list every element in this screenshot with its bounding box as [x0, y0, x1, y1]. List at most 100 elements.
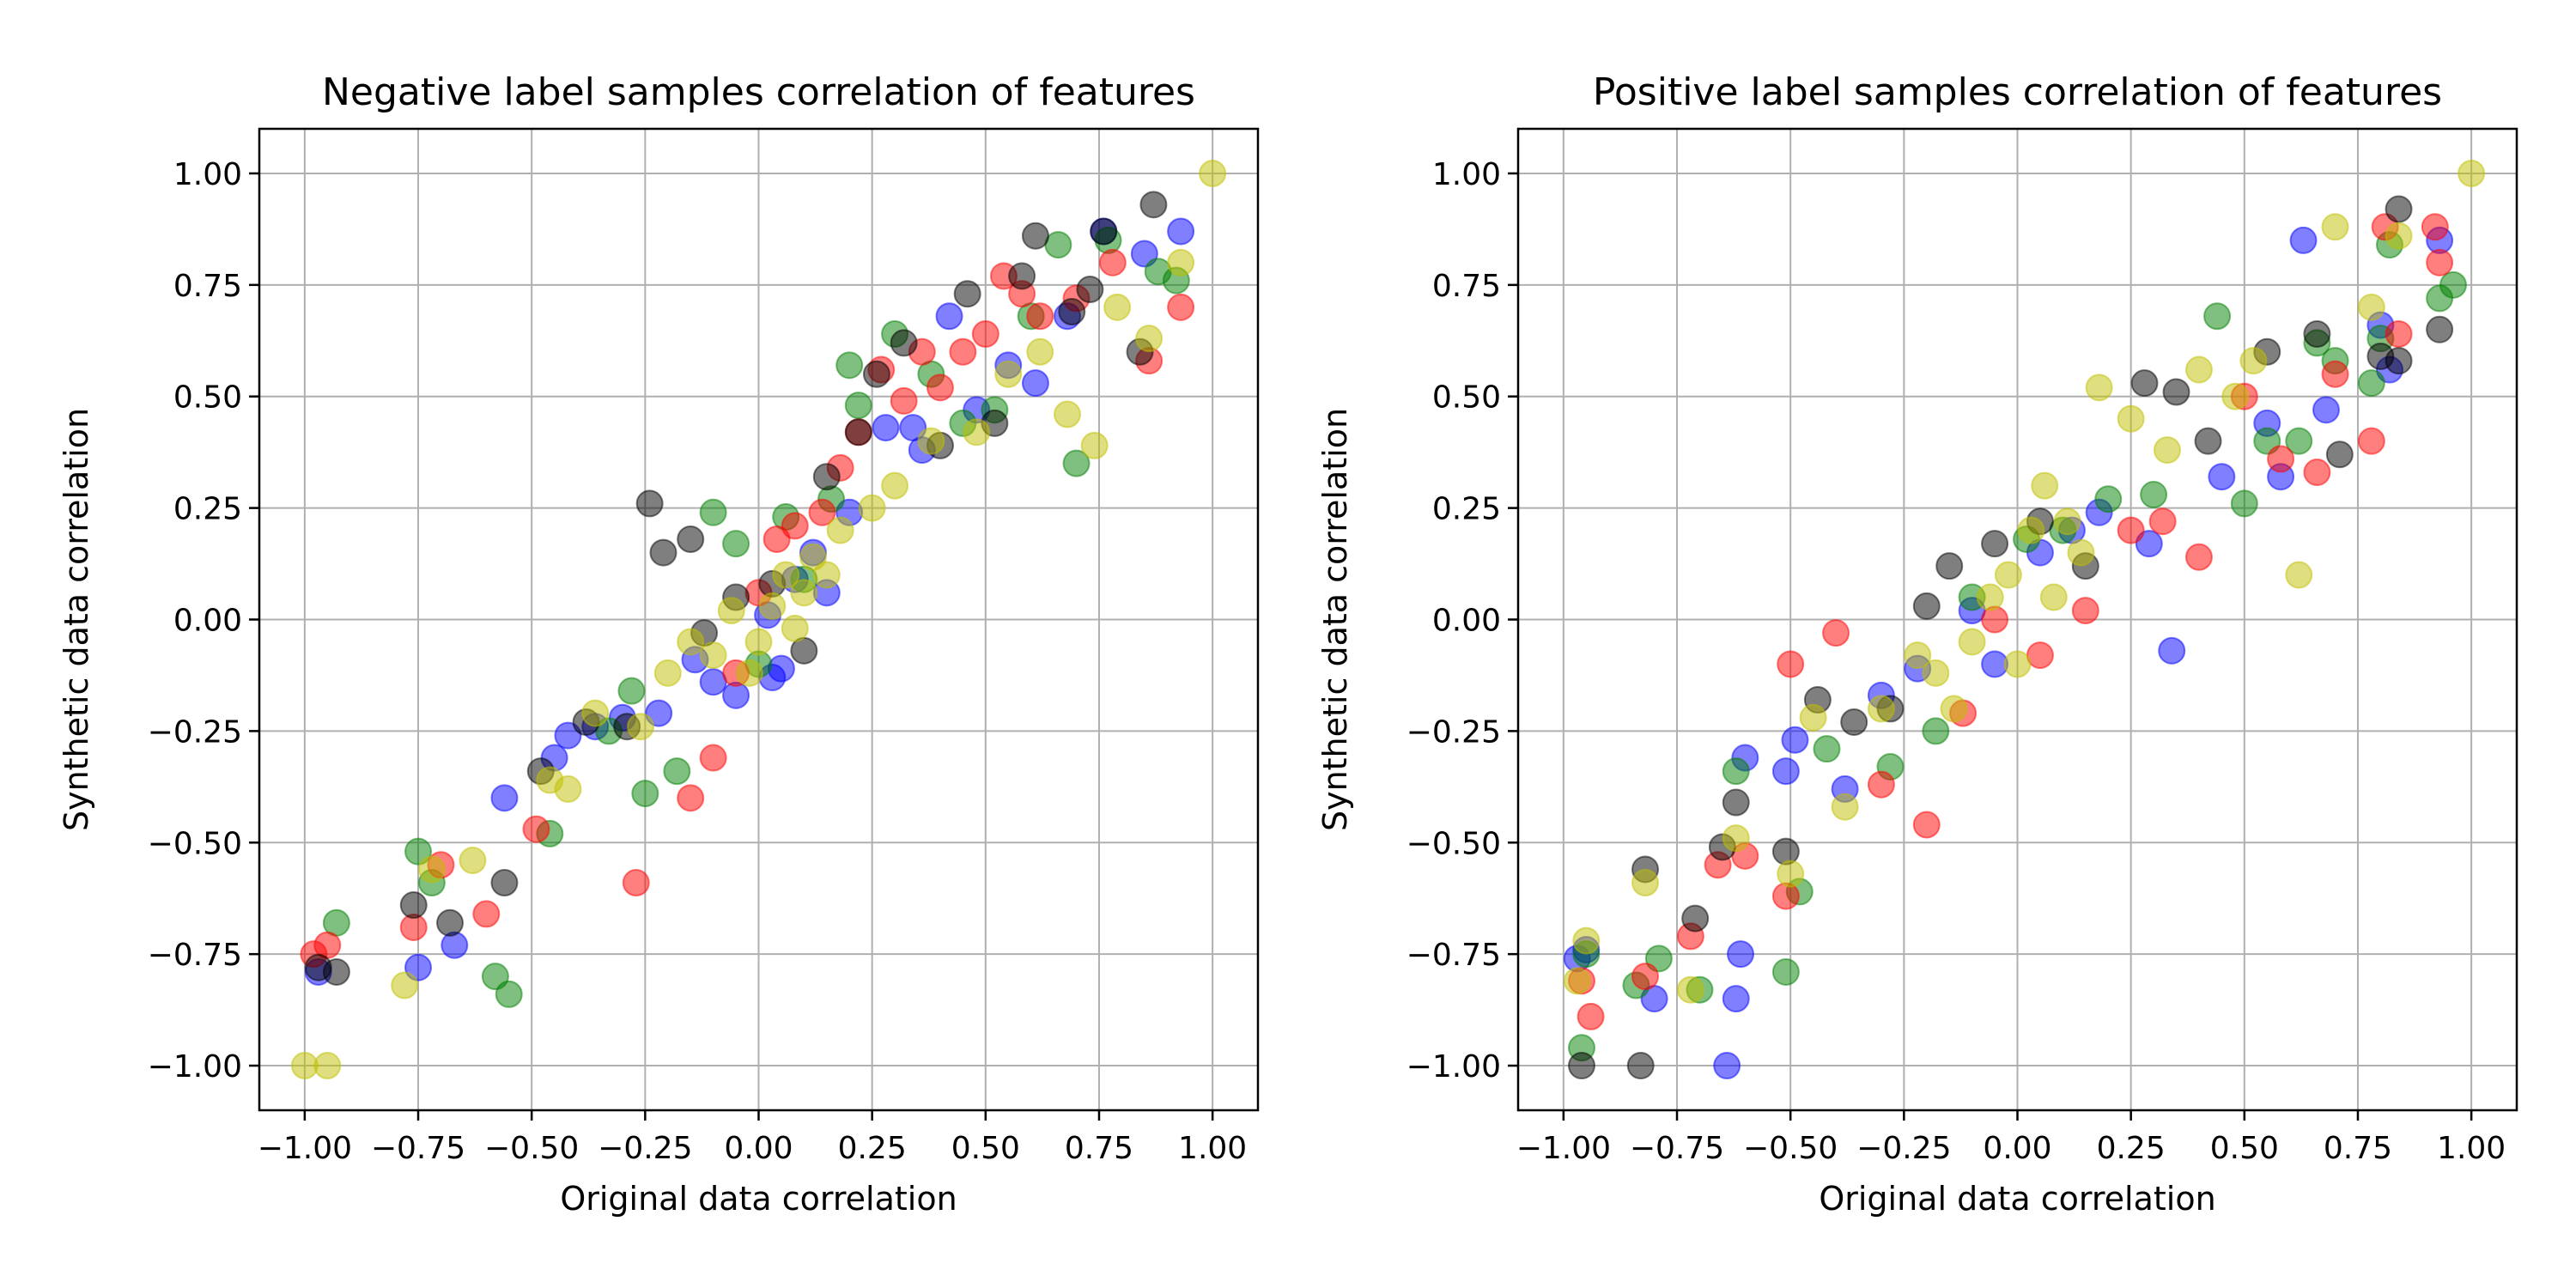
scatter-point: [2203, 302, 2232, 331]
scatter-point: [2140, 481, 2168, 509]
scatter-point: [2321, 213, 2349, 241]
scatter-point: [808, 498, 836, 526]
scatter-point: [2303, 319, 2331, 348]
x-tick-label: −1.00: [258, 1131, 352, 1166]
scatter-point: [2385, 222, 2413, 250]
scatter-point: [1135, 325, 1163, 353]
scatter-point: [1904, 641, 1932, 670]
x-tick-label: 0.50: [951, 1131, 1020, 1166]
x-tick-label: −0.50: [484, 1131, 579, 1166]
scatter-point: [963, 418, 991, 447]
scatter-point: [1771, 757, 1800, 786]
scatter-point: [1076, 276, 1104, 304]
y-tick-label: −0.50: [1406, 826, 1501, 861]
scatter-point: [2067, 538, 2095, 567]
scatter-point: [522, 815, 550, 843]
scatter-point: [1577, 1002, 1605, 1030]
y-tick-label: 0.00: [1432, 604, 1501, 639]
scatter-point: [1568, 1052, 1596, 1080]
scatter-point: [2017, 516, 2045, 544]
scatter-point: [417, 855, 446, 884]
scatter-point: [1781, 726, 1809, 754]
scatter-point: [890, 329, 918, 357]
scatter-point: [1167, 248, 1195, 276]
scatter-point: [1676, 975, 1704, 1004]
scatter-point: [2285, 427, 2313, 455]
scatter-point: [581, 699, 610, 727]
scatter-point: [1167, 293, 1195, 321]
scatter-point: [1922, 659, 1950, 687]
scatter-point: [490, 784, 519, 812]
y-tick-label: 1.00: [1432, 157, 1501, 192]
scatter-point: [735, 659, 763, 687]
scatter-point: [677, 784, 705, 812]
scatter-point: [844, 418, 872, 447]
x-axis-label: Original data correlation: [1819, 1180, 2215, 1218]
scatter-point: [935, 302, 963, 331]
grid-lines: [1518, 129, 2517, 1110]
scatter-point: [631, 780, 659, 808]
scatter-point: [2357, 293, 2385, 321]
scatter-point: [1777, 860, 1805, 888]
scatter-point: [1062, 449, 1091, 477]
scatter-point: [322, 957, 350, 986]
scatter-point: [858, 494, 886, 522]
scatter-point: [1021, 222, 1049, 250]
scatter-point: [459, 847, 487, 875]
scatter-point: [1681, 904, 1710, 933]
scatter-point: [2285, 561, 2313, 589]
scatter-point: [890, 386, 918, 415]
scatter-point: [699, 641, 727, 670]
scatter-point: [2085, 374, 2113, 402]
x-tick-label: −1.00: [1516, 1131, 1611, 1166]
scatter-point: [1098, 248, 1127, 276]
scatter-point: [2208, 463, 2236, 491]
y-axis-label: Synthetic data correlation: [1316, 408, 1354, 831]
chart-title: Positive label samples correlation of fe…: [1593, 70, 2442, 114]
scatter-point: [758, 592, 787, 620]
scatter-point: [2053, 507, 2081, 536]
x-tick-label: −0.25: [1856, 1131, 1951, 1166]
scatter-point: [949, 337, 977, 366]
scatter-point: [1058, 298, 1086, 326]
scatter-point: [1053, 400, 1081, 428]
scatter-point: [881, 471, 909, 500]
scatter-point: [1026, 337, 1054, 366]
y-tick-label: 0.75: [173, 269, 242, 304]
scatter-point: [2117, 404, 2145, 433]
scatter-point: [926, 374, 954, 402]
y-axis-label: Synthetic data correlation: [58, 408, 95, 831]
x-tick-label: 0.75: [2324, 1131, 2392, 1166]
scatter-point: [722, 530, 750, 558]
x-tick-label: −0.50: [1743, 1131, 1838, 1166]
scatter-point: [2184, 543, 2213, 571]
scatter-point: [835, 351, 864, 380]
scatter-point: [1922, 717, 1950, 745]
scatter-point: [812, 561, 841, 589]
scatter-point: [2357, 369, 2385, 398]
y-tick-label: −1.00: [1406, 1049, 1501, 1084]
scatter-point: [1563, 967, 1591, 995]
y-tick-label: −0.50: [148, 826, 242, 861]
chart-title: Negative label samples correlation of fe…: [322, 70, 1195, 114]
scatter-point: [2312, 396, 2340, 424]
scatter-point: [1831, 793, 1859, 821]
scatter-point: [1867, 770, 1895, 799]
scatter-point: [391, 971, 419, 999]
axis-ticks: −1.00 −0.75 −0.50 −0.25 0.00 0.25 0.50 0.75 1.00…: [148, 157, 1248, 1166]
scatter-point: [2458, 159, 2486, 187]
scatter-point: [2162, 378, 2190, 406]
scatter-point: [440, 931, 469, 959]
scatter-point: [1008, 262, 1036, 290]
scatter-point: [1139, 191, 1168, 219]
axis-ticks: −1.00 −0.75 −0.50 −0.25 0.00 0.25 0.50 0.75 1.00…: [1406, 157, 2506, 1166]
scatter-point: [554, 775, 582, 803]
scatter-point: [2039, 583, 2068, 611]
scatter-point: [2426, 248, 2454, 276]
scatter-point: [844, 392, 872, 420]
y-tick-label: 0.25: [173, 492, 242, 527]
scatter-point: [826, 516, 854, 544]
y-tick-label: −1.00: [148, 1049, 242, 1084]
scatter-point: [663, 757, 691, 786]
scatter-point: [812, 463, 841, 491]
